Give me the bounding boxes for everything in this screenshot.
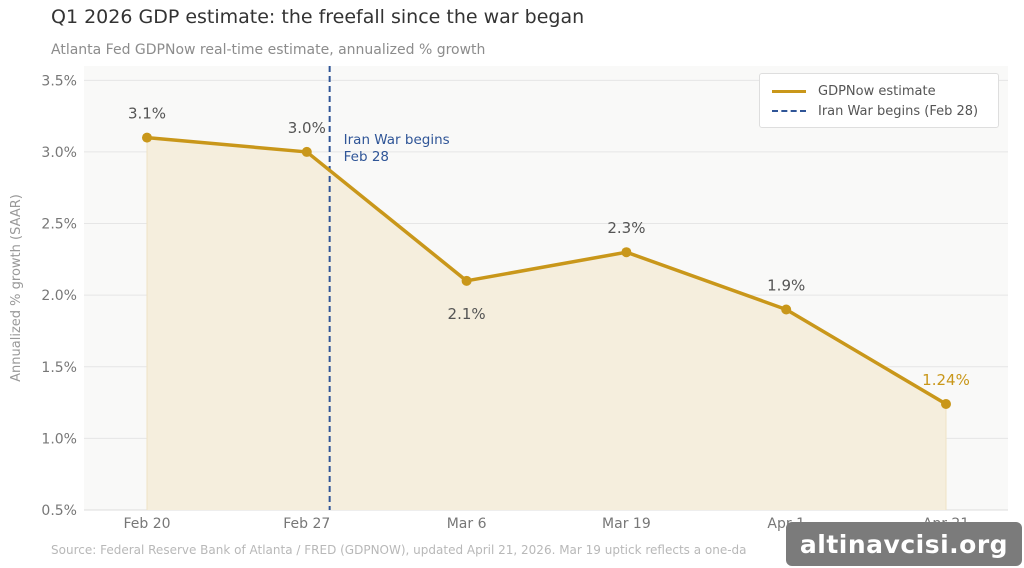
war-annotation-line2: Feb 28 [344, 149, 389, 165]
data-label: 3.0% [288, 119, 326, 137]
data-label: 1.9% [767, 276, 805, 294]
legend-entry-war: Iran War begins (Feb 28) [772, 102, 978, 120]
data-point [461, 275, 472, 286]
data-label: 2.1% [448, 305, 486, 323]
data-point [142, 132, 152, 143]
chart-title: Q1 2026 GDP estimate: the freefall since… [51, 6, 585, 28]
data-label: 1.24% [922, 371, 970, 389]
chart-legend: GDPNow estimate Iran War begins (Feb 28) [759, 73, 999, 128]
y-axis-label: Annualized % growth (SAAR) [9, 194, 24, 382]
data-label: 3.1% [128, 105, 166, 123]
data-point [941, 399, 951, 410]
watermark-logo: altinavcisi.org [786, 522, 1022, 566]
legend-label-war: Iran War begins (Feb 28) [818, 103, 979, 119]
x-tick-label: Feb 20 [123, 516, 170, 532]
y-tick-label: 3.5% [41, 73, 77, 89]
y-tick-label: 0.5% [41, 503, 77, 519]
war-annotation-line1: Iran War begins [344, 132, 450, 148]
y-tick-label: 2.5% [41, 217, 77, 233]
legend-entry-gdpnow: GDPNow estimate [772, 82, 936, 100]
y-tick-label: 1.0% [41, 431, 77, 447]
y-tick-label: 3.0% [41, 145, 77, 161]
legend-label-gdpnow: GDPNow estimate [818, 83, 936, 99]
x-tick-label: Mar 19 [602, 516, 651, 532]
data-point [621, 247, 632, 258]
x-tick-label: Feb 27 [283, 516, 330, 532]
source-note: Source: Federal Reserve Bank of Atlanta … [51, 543, 747, 557]
chart-subtitle: Atlanta Fed GDPNow real-time estimate, a… [51, 42, 486, 58]
series-area-fill [147, 137, 946, 510]
data-point [301, 146, 312, 157]
legend-solid-line-icon [772, 89, 806, 93]
data-point [781, 304, 792, 315]
data-label: 2.3% [607, 219, 645, 237]
series-line-gdpnow [145, 135, 948, 406]
x-tick-label: Mar 6 [447, 516, 487, 532]
legend-dashed-line-icon [772, 110, 806, 112]
y-tick-label: 2.0% [41, 288, 77, 304]
y-tick-label: 1.5% [41, 360, 77, 376]
